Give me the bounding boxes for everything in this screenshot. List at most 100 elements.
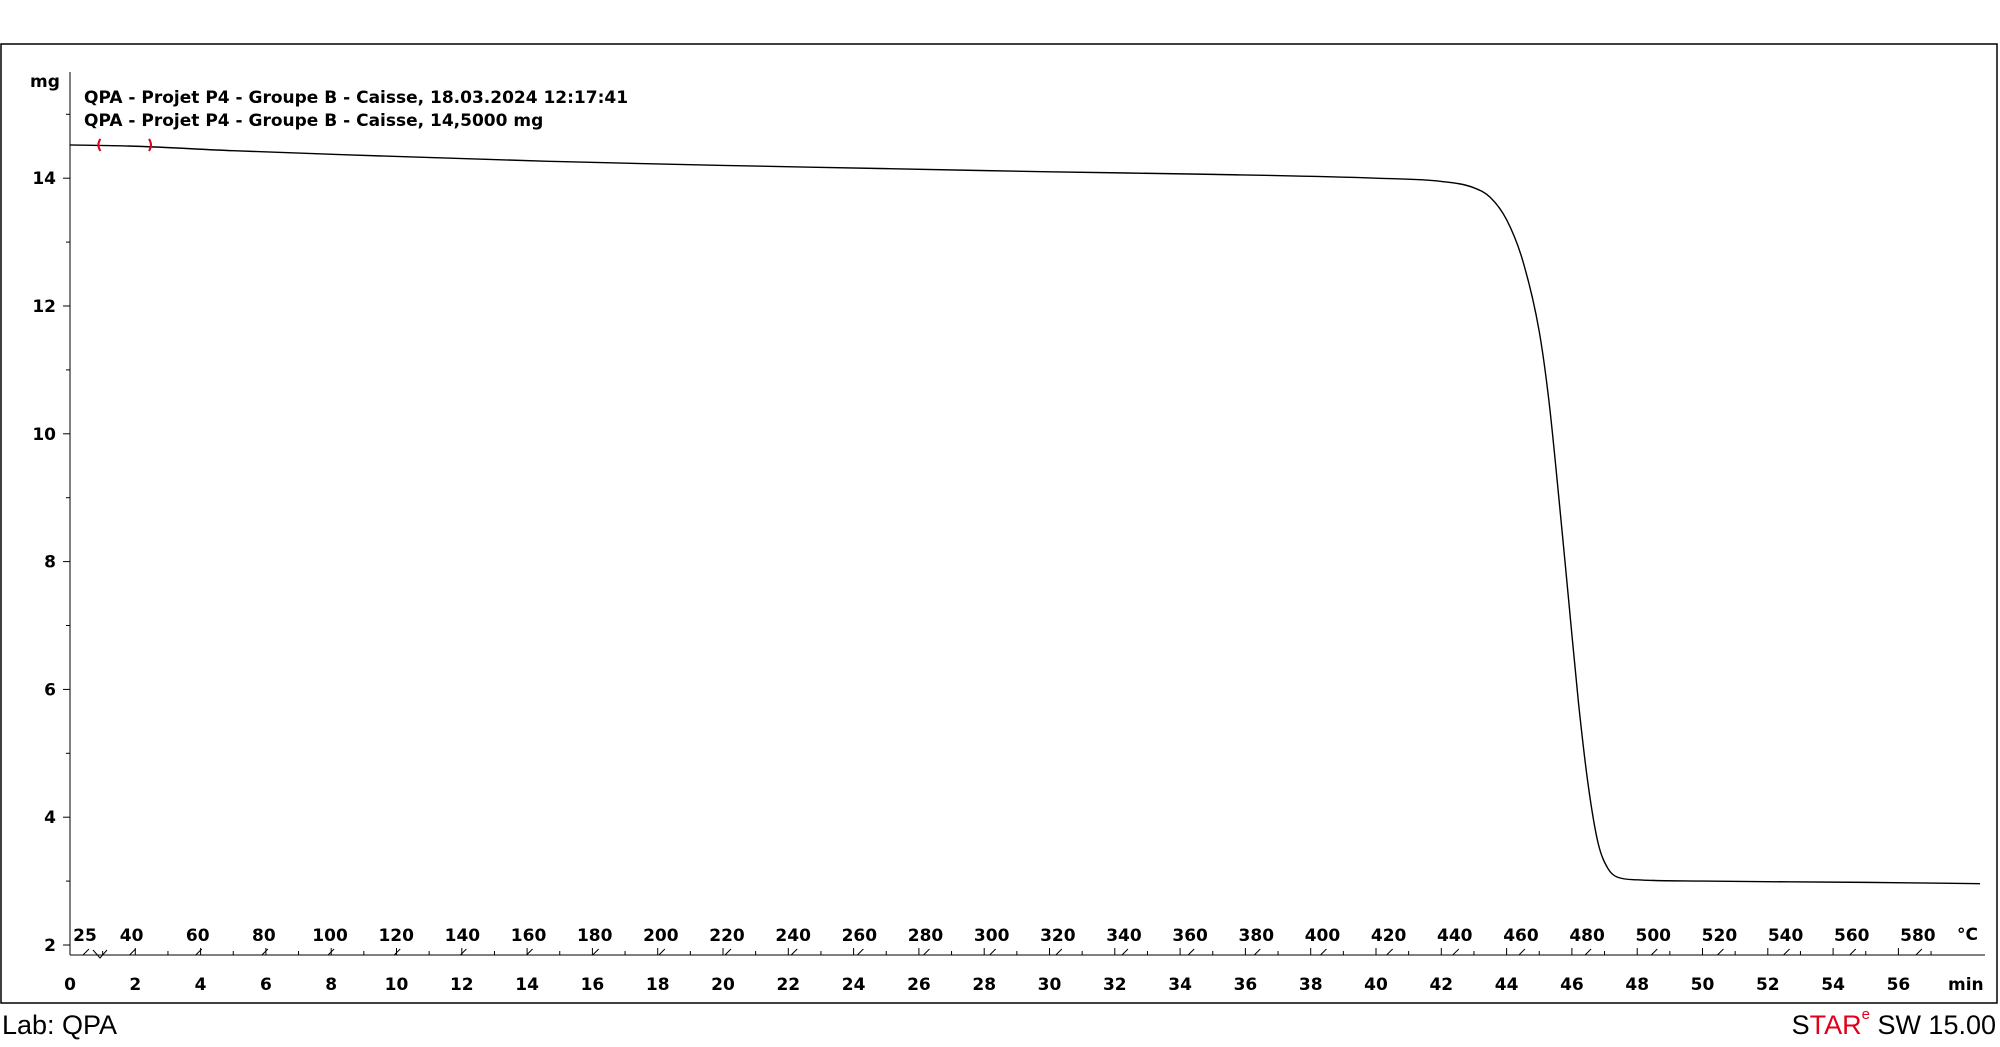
temperature-tick-label: 560 (1834, 926, 1870, 946)
y-tick-label: 4 (44, 808, 56, 828)
temperature-tick-label: 120 (378, 926, 414, 946)
time-tick-label: 16 (581, 975, 605, 995)
temperature-tick-label: 100 (312, 926, 348, 946)
temperature-tick-label: 400 (1305, 926, 1341, 946)
temperature-tick (1783, 948, 1790, 956)
temperature-tick-label: 200 (643, 926, 679, 946)
temperature-tick (129, 948, 136, 956)
y-tick-label: 6 (44, 680, 56, 700)
temperature-tick-label: 280 (908, 926, 944, 946)
y-tick-label: 14 (32, 169, 56, 189)
temperature-tick-label: 240 (775, 926, 811, 946)
temperature-axis-label: °C (1957, 925, 1978, 945)
temperature-tick (327, 948, 335, 956)
time-tick-label: 22 (776, 975, 800, 995)
temperature-tick-label: 500 (1636, 926, 1672, 946)
lab-label: Lab: QPA (2, 1010, 118, 1040)
x-axis-label: min (1948, 975, 1984, 995)
temperature-tick-label: 180 (577, 926, 613, 946)
temperature-tick-label: 380 (1239, 926, 1275, 946)
start-marker-chevron (92, 949, 108, 959)
temperature-tick-label: 360 (1172, 926, 1208, 946)
temperature-tick (1187, 948, 1195, 956)
evaluation-marker-end (148, 138, 152, 152)
temperature-tick-label: 140 (445, 926, 481, 946)
temperature-tick-label: 420 (1371, 926, 1407, 946)
temperature-tick (261, 948, 269, 956)
y-tick-label: 2 (44, 936, 56, 956)
temperature-tick (724, 948, 732, 956)
temperature-tick (658, 948, 666, 956)
time-tick-label: 28 (972, 975, 996, 995)
temperature-tick-label: 340 (1106, 926, 1142, 946)
temperature-tick (1915, 948, 1923, 956)
temperature-tick (1386, 948, 1393, 956)
mass-curve (69, 144, 1981, 885)
temperature-tick (393, 948, 401, 956)
temperature-tick (1253, 948, 1261, 956)
temperature-tick-label: 25 (73, 926, 97, 946)
time-tick-label: 24 (842, 975, 866, 995)
time-tick-label: 14 (515, 975, 539, 995)
time-tick-label: 18 (646, 975, 670, 995)
time-tick-label: 42 (1429, 975, 1453, 995)
temperature-tick (82, 948, 90, 956)
temperature-tick-label: 540 (1768, 926, 1804, 946)
temperature-tick-label: 40 (120, 926, 144, 946)
software-brand: STARe SW 15.00 (1791, 1006, 1996, 1041)
evaluation-marker-start (97, 138, 102, 152)
time-tick-label: 56 (1887, 975, 1911, 995)
brand-sw: SW 15.00 (1869, 1010, 1996, 1040)
y-axis-label: mg (30, 72, 60, 92)
chart-title-line-2: QPA - Projet P4 - Groupe B - Caisse, 14,… (84, 111, 543, 131)
temperature-tick (1717, 948, 1724, 956)
temperature-tick-label: 260 (842, 926, 878, 946)
time-tick-label: 0 (64, 975, 76, 995)
brand-s: S (1791, 1010, 1810, 1040)
series-group (69, 144, 1981, 885)
temperature-tick (460, 948, 467, 956)
time-tick-label: 30 (1038, 975, 1062, 995)
temperature-tick (989, 948, 997, 956)
marker-group (97, 138, 152, 152)
time-tick-label: 12 (450, 975, 474, 995)
temperature-tick-label: 440 (1437, 926, 1473, 946)
chart-title-line-1: QPA - Projet P4 - Groupe B - Caisse, 18.… (84, 88, 628, 108)
time-tick-label: 36 (1234, 975, 1258, 995)
temperature-tick-label: 160 (511, 926, 547, 946)
time-tick-label: 34 (1168, 975, 1192, 995)
plot-frame (0, 43, 1998, 1004)
time-tick-label: 8 (325, 975, 337, 995)
temperature-tick (526, 948, 533, 956)
time-tick-label: 4 (195, 975, 207, 995)
temperature-tick-label: 80 (252, 926, 276, 946)
temperature-tick-label: 520 (1702, 926, 1738, 946)
y-tick-label: 8 (44, 553, 56, 573)
temperature-tick (1055, 948, 1063, 956)
temperature-tick (856, 948, 864, 956)
time-tick-label: 26 (907, 975, 931, 995)
time-tick-label: 32 (1103, 975, 1127, 995)
temperature-tick (1650, 948, 1658, 956)
time-tick-label: 54 (1821, 975, 1845, 995)
temperature-tick (790, 948, 798, 956)
tga-chart: QPA - Projet P4 - Groupe B - Caisse, 18.… (0, 43, 1998, 1004)
time-tick-label: 6 (260, 975, 272, 995)
temperature-tick (923, 948, 930, 956)
temperature-tick (1452, 948, 1460, 956)
time-tick-label: 38 (1299, 975, 1323, 995)
time-tick-label: 48 (1625, 975, 1649, 995)
temperature-tick (1320, 948, 1327, 956)
temperature-tick-label: 460 (1503, 926, 1539, 946)
brand-e: e (1861, 1006, 1870, 1023)
temperature-tick-label: 320 (1040, 926, 1076, 946)
time-tick-label: 50 (1691, 975, 1715, 995)
time-tick-label: 46 (1560, 975, 1584, 995)
temperature-tick (1584, 948, 1592, 956)
brand-tar: TAR (1809, 1010, 1862, 1040)
y-tick-label: 12 (32, 297, 56, 317)
time-tick-label: 10 (385, 975, 409, 995)
temperature-tick (1849, 948, 1857, 956)
temperature-tick-label: 60 (186, 926, 210, 946)
